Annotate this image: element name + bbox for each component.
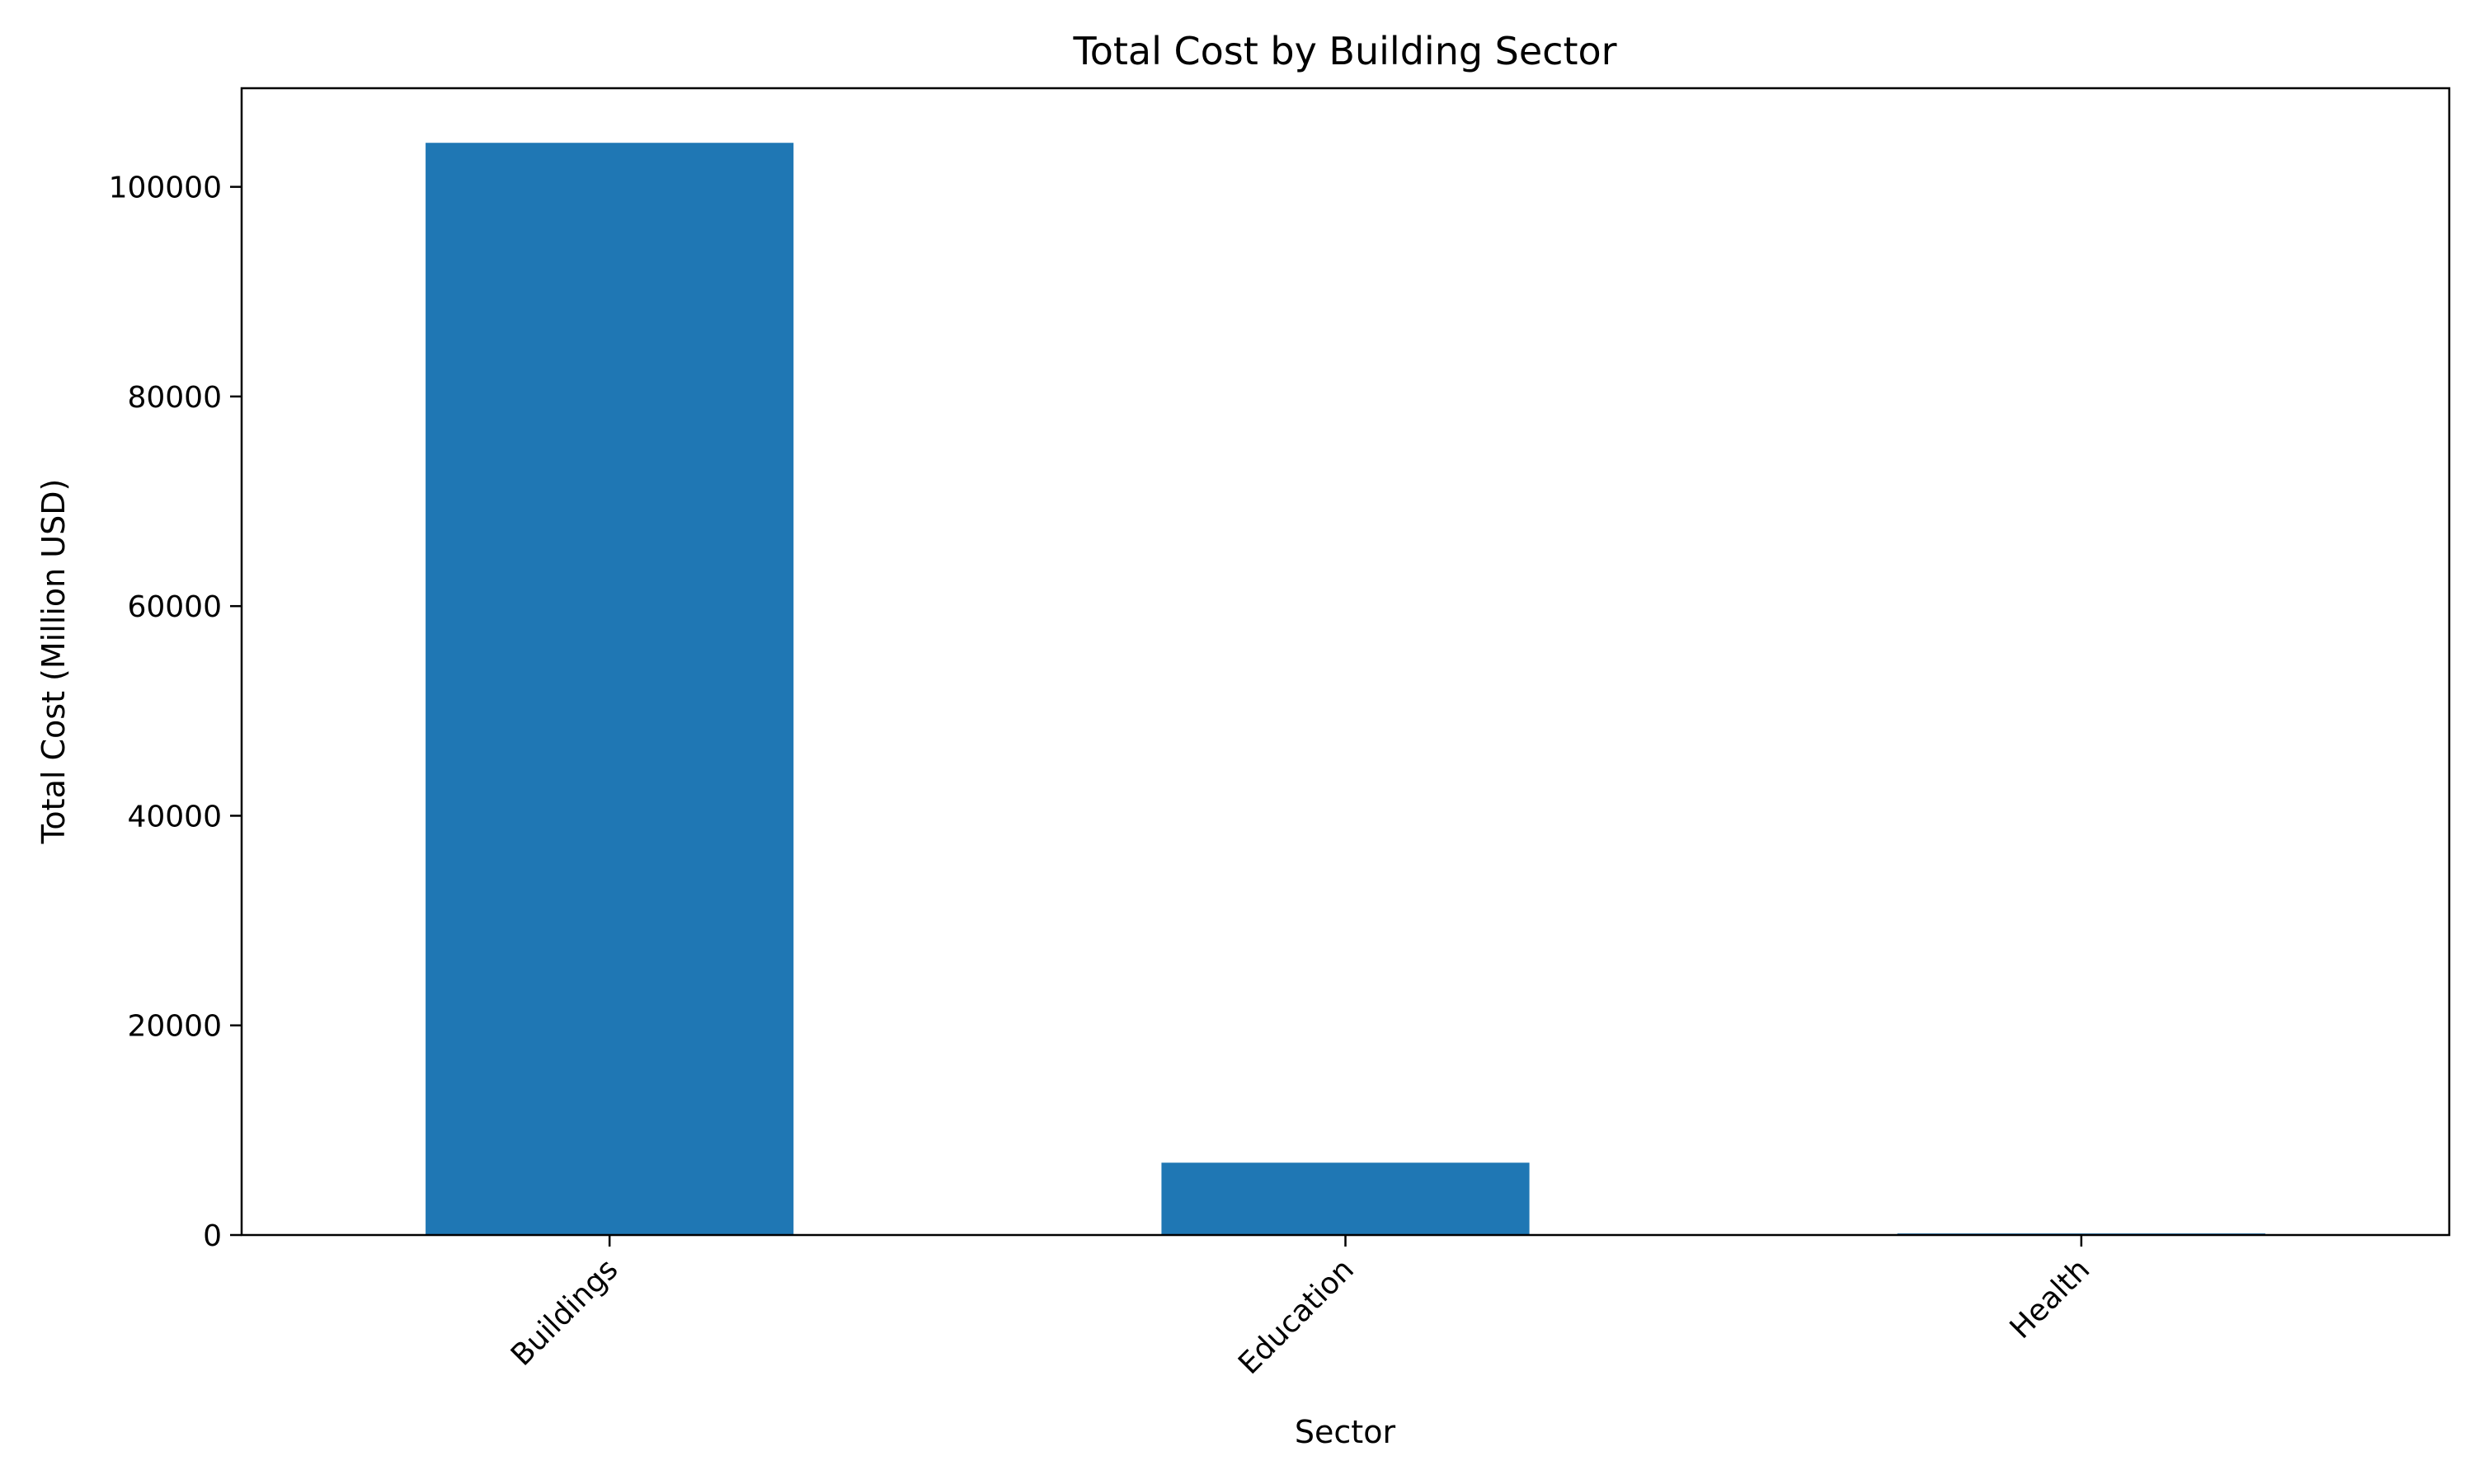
y-tick-label: 40000 xyxy=(127,800,222,834)
bar-buildings xyxy=(426,143,794,1236)
x-tick-label-education: Education xyxy=(1232,1252,1361,1381)
chart-title: Total Cost by Building Sector xyxy=(1072,29,1616,73)
x-axis: Buildings Education Health xyxy=(505,1235,2096,1381)
x-axis-label: Sector xyxy=(1295,1414,1396,1450)
bar-education xyxy=(1161,1162,1530,1235)
y-tick-label: 20000 xyxy=(127,1010,222,1044)
y-tick-label: 80000 xyxy=(127,381,222,415)
bars-layer xyxy=(426,143,2265,1236)
y-axis: 0 20000 40000 60000 80000 100000 xyxy=(109,171,242,1253)
y-axis-label: Total Cost (Million USD) xyxy=(35,479,72,845)
y-tick-label: 100000 xyxy=(109,171,222,205)
x-tick-label-buildings: Buildings xyxy=(505,1252,625,1373)
x-tick-label-health: Health xyxy=(2004,1252,2097,1345)
y-tick-label: 60000 xyxy=(127,590,222,624)
plot-frame xyxy=(240,87,2451,1237)
y-tick-label: 0 xyxy=(203,1219,222,1253)
